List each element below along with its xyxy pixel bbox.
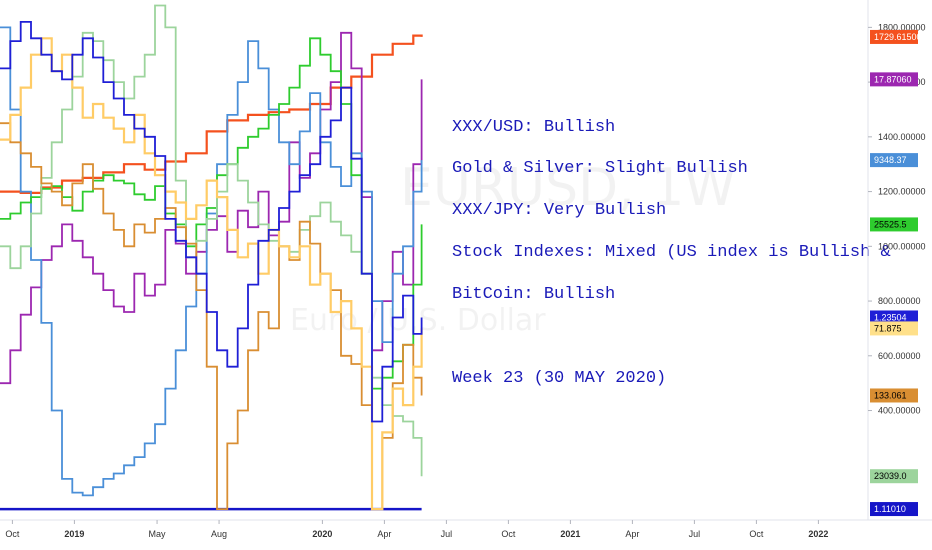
x-tick-label-5: 2020: [312, 529, 332, 539]
x-tick-label-10: Apr: [625, 529, 639, 539]
annotation-line-6: Week 23 (30 MAY 2020): [452, 369, 666, 388]
price-badges: 1729.61500 17.87060 9348.37 25525.5 1.235047…: [870, 29, 922, 517]
chart-watermark: EURUSD, 1W Euro / U.S. Dollar: [290, 158, 736, 338]
watermark-name: Euro / U.S. Dollar: [290, 303, 546, 338]
price-badge-label-7: 133.061: [874, 390, 907, 400]
annotation-line-1: XXX/USD: Bullish: [452, 118, 615, 137]
price-badge-1: [870, 29, 918, 44]
y-tick-label-8: 1800.00000: [878, 22, 926, 32]
annotation-line-5: BitCoin: Bullish: [452, 285, 615, 304]
x-tick-label-12: Oct: [749, 529, 764, 539]
y-tick-label-6: 1400.00000: [878, 132, 926, 142]
price-badge-label-6: 71.875: [874, 323, 902, 333]
x-tick-label-13: 2022: [808, 529, 828, 539]
price-badge-3: [870, 153, 918, 168]
price-badge-6: [870, 321, 918, 336]
y-tick-label-5: 1200.00000: [878, 187, 926, 197]
plot-series: [0, 4, 423, 511]
watermark-symbol: EURUSD, 1W: [400, 158, 736, 218]
price-badge-label-4: 25525.5: [874, 219, 907, 229]
x-tick-label-4: Aug: [211, 529, 227, 539]
x-tick-label-8: Oct: [501, 529, 516, 539]
price-badge-5: [870, 310, 918, 325]
series-line-3: [0, 31, 423, 385]
price-badge-label-8: 23039.0: [874, 471, 907, 481]
y-tick-label-1: 400.00000: [878, 406, 921, 416]
annotation-block: XXX/USD: Bullish Gold & Silver: Slight Bu…: [452, 118, 891, 388]
price-badge-label-5: 1.23504: [874, 312, 907, 322]
annotation-line-3: XXX/JPY: Very Bullish: [452, 201, 666, 220]
price-badge-label-1: 1729.61500: [874, 32, 922, 42]
y-tick-label-3: 800.00000: [878, 296, 921, 306]
x-tick-label-7: Jul: [441, 529, 453, 539]
x-tick-label-9: 2021: [560, 529, 580, 539]
price-badge-8: [870, 469, 918, 484]
price-badge-9: [870, 502, 918, 517]
price-badge-4: [870, 217, 918, 232]
price-badge-label-2: 17.87060: [874, 74, 912, 84]
price-badge-label-9: 1.11010: [874, 504, 906, 514]
x-tick-label-2: 2019: [64, 529, 84, 539]
annotation-line-2: Gold & Silver: Slight Bullish: [452, 159, 748, 178]
x-tick-label-1: Oct: [5, 529, 20, 539]
annotation-line-4: Stock Indexes: Mixed (US index is Bullis…: [452, 243, 891, 262]
series-line-9: [0, 21, 423, 423]
x-tick-label-3: May: [149, 529, 167, 539]
x-tick-label-6: Apr: [377, 529, 391, 539]
y-tick-label-4: 1000.00000: [878, 241, 926, 251]
x-tick-label-11: Jul: [689, 529, 701, 539]
time-axis[interactable]: Oct 2019 May Aug 2020 Apr Jul Oct 2021 Apr Jul Oct 2…: [5, 520, 828, 539]
series-line-7: [0, 122, 423, 510]
price-badge-7: [870, 388, 918, 403]
price-badge-label-3: 9348.37: [874, 155, 907, 165]
price-badge-2: [870, 72, 918, 87]
y-tick-label-2: 600.00000: [878, 351, 921, 361]
